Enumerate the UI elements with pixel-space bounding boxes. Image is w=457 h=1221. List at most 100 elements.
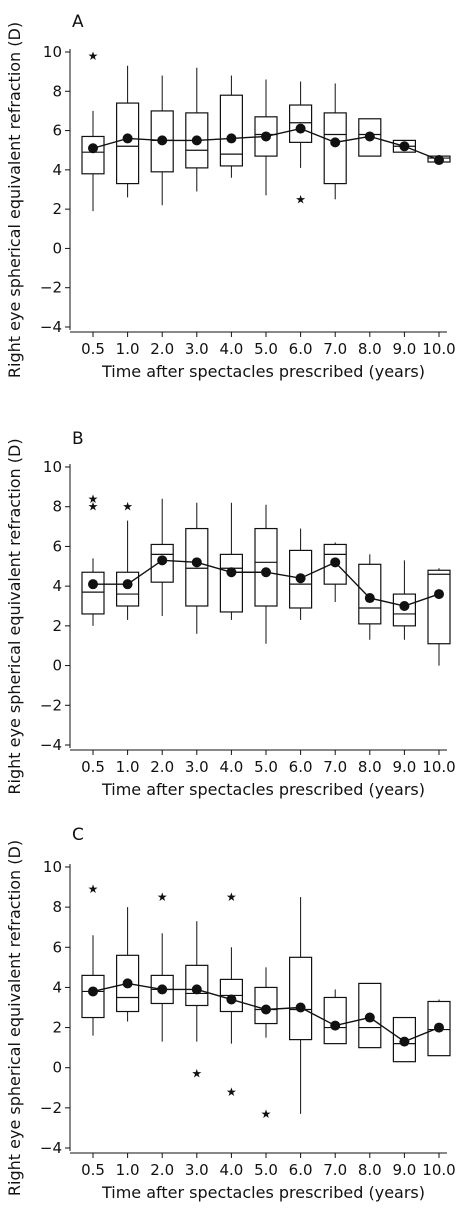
box-7.0 <box>323 542 347 603</box>
x-tick-label: 6.0 <box>289 340 313 358</box>
x-tick-label: 3.0 <box>185 1161 209 1179</box>
y-tick-label: 2 <box>52 1019 62 1037</box>
y-tick-label: 0 <box>52 1059 62 1077</box>
mean-point <box>122 579 133 590</box>
y-tick-label: 4 <box>52 978 62 996</box>
y-tick-label: 10 <box>43 458 62 476</box>
outlier-star: ★ <box>88 492 99 506</box>
x-tick-label: 5.0 <box>254 340 278 358</box>
x-tick-label: 6.0 <box>289 758 313 776</box>
x-tick-label: 5.0 <box>254 758 278 776</box>
mean-point <box>226 994 237 1005</box>
y-tick-label: 2 <box>52 617 62 635</box>
box-3.0 <box>185 67 209 192</box>
x-tick-label: 6.0 <box>289 1161 313 1179</box>
x-tick-label: 4.0 <box>219 340 243 358</box>
x-tick-label: 0.5 <box>81 758 105 776</box>
box-1.0 <box>115 65 140 198</box>
x-tick-label: 4.0 <box>219 1161 243 1179</box>
box-5.0 <box>254 967 278 1038</box>
panel-b: B −4 −2 0 2 4 6 8 10 0.5 1.0 2.0 3.0 4.0 5.0 6.0 7.0 8.0 9… <box>5 429 456 799</box>
x-tick-label: 10.0 <box>422 758 455 776</box>
box-4.0 <box>219 75 243 178</box>
x-tick-label: 2.0 <box>150 340 174 358</box>
mean-point <box>399 141 410 152</box>
mean-point <box>88 986 98 997</box>
mean-point <box>330 1020 341 1031</box>
outlier-star: ★ <box>191 1067 202 1081</box>
mean-point <box>295 123 306 134</box>
x-tick-label: 1.0 <box>116 1161 140 1179</box>
mean-point <box>226 133 237 144</box>
x-axis-title: Time after spectacles prescribed (years) <box>101 362 425 381</box>
x-tick-label: 1.0 <box>116 758 140 776</box>
panel-label: C <box>72 825 84 845</box>
x-tick-label: 4.0 <box>219 758 243 776</box>
x-tick-label: 9.0 <box>392 758 416 776</box>
x-tick-label: 10.0 <box>422 1161 455 1179</box>
box-0.5 <box>81 558 105 626</box>
iqr-box <box>81 135 105 175</box>
y-tick-label: 0 <box>52 239 62 257</box>
mean-point <box>191 984 202 995</box>
mean-point <box>330 137 341 148</box>
mean-point <box>364 593 375 604</box>
mean-point <box>434 589 444 600</box>
panel-c: C −4 −2 0 2 4 6 8 10 0.5 1.0 2.0 3.0 4.0 5.0 6.0 7.0 8.0 9… <box>5 825 456 1202</box>
x-tick-label: 7.0 <box>323 340 347 358</box>
panel-label: A <box>72 12 84 32</box>
y-tick-label: 8 <box>52 898 62 916</box>
mean-point <box>295 1002 306 1013</box>
x-tick-label: 1.0 <box>116 340 140 358</box>
x-tick-label: 3.0 <box>185 758 209 776</box>
x-tick-label: 2.0 <box>150 758 174 776</box>
iqr-box <box>219 94 243 167</box>
outlier-star: ★ <box>226 890 237 904</box>
y-tick-label: 6 <box>52 537 62 555</box>
y-tick-label: 4 <box>52 577 62 595</box>
y-tick-label: 8 <box>52 498 62 516</box>
mean-point <box>191 557 202 568</box>
panel-label: B <box>72 429 84 449</box>
x-tick-label: 8.0 <box>358 340 382 358</box>
mean-point <box>330 557 341 568</box>
mean-point <box>88 579 98 590</box>
mean-point <box>191 135 202 146</box>
x-tick-label: 0.5 <box>81 1161 105 1179</box>
y-tick-label: 8 <box>52 82 62 100</box>
mean-point <box>226 567 237 578</box>
box-7.0 <box>323 83 347 200</box>
x-tick-label: 5.0 <box>254 1161 278 1179</box>
mean-point <box>157 555 168 566</box>
mean-point <box>434 155 444 166</box>
y-tick-label: 6 <box>52 122 62 140</box>
mean-point <box>364 131 375 142</box>
x-tick-label: 10.0 <box>422 340 455 358</box>
outlier-star: ★ <box>88 500 99 514</box>
iqr-box <box>81 974 105 1019</box>
iqr-box <box>219 553 243 613</box>
box-1.0 <box>115 907 140 1022</box>
iqr-box <box>81 571 105 615</box>
mean-point <box>399 601 410 611</box>
outlier-star: ★ <box>295 192 306 206</box>
box-3.0 <box>185 502 209 634</box>
iqr-box <box>289 956 313 1041</box>
box-3.0 <box>185 921 209 1042</box>
x-tick-label: 0.5 <box>81 340 105 358</box>
x-axis-title: Time after spectacles prescribed (years) <box>101 780 425 799</box>
x-tick-label: 9.0 <box>392 340 416 358</box>
y-tick-label: −2 <box>40 1099 62 1117</box>
iqr-box <box>323 996 347 1045</box>
mean-point <box>122 133 133 144</box>
x-tick-label: 8.0 <box>358 758 382 776</box>
y-tick-label: 2 <box>52 200 62 218</box>
mean-point <box>157 984 168 995</box>
mean-point <box>261 567 271 578</box>
box-0.5 <box>81 110 105 212</box>
mean-point <box>261 1004 271 1015</box>
box-4.0 <box>219 502 243 620</box>
mean-point <box>88 143 98 154</box>
y-tick-label: −2 <box>40 696 62 714</box>
